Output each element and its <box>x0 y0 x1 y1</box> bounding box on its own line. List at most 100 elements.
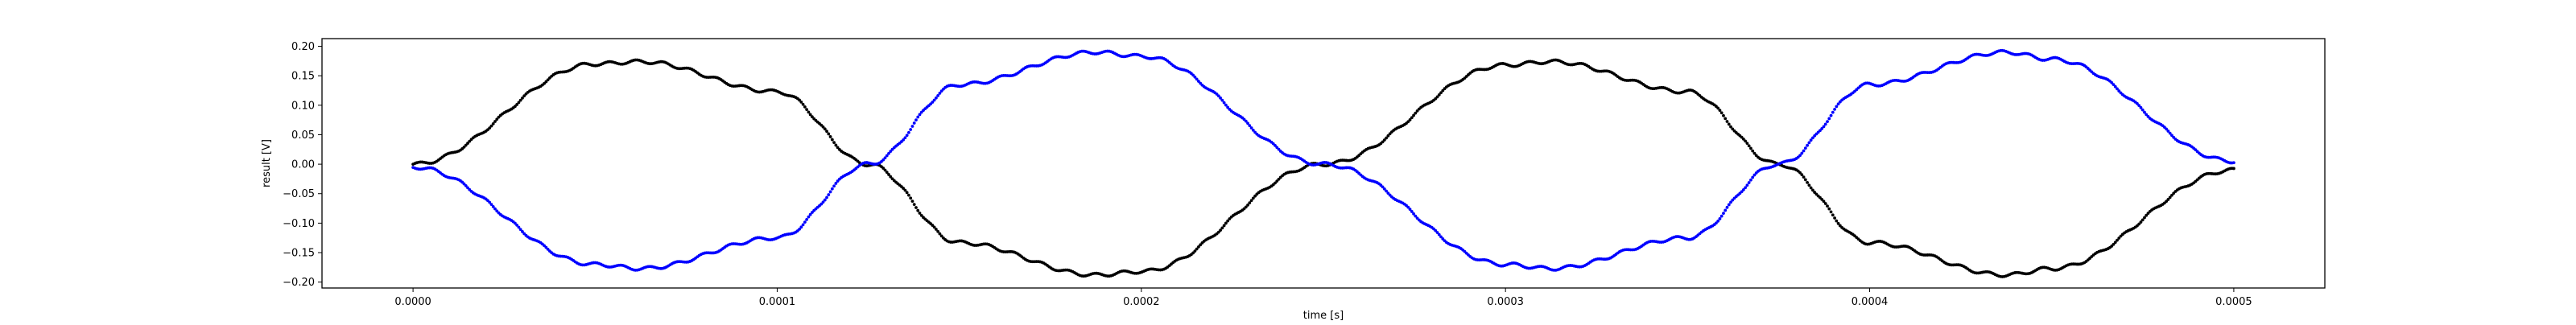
data-point <box>1829 113 1833 117</box>
data-point <box>1800 151 1804 155</box>
data-point <box>1435 95 1439 99</box>
data-point <box>1731 198 1735 202</box>
data-point <box>1741 188 1745 191</box>
data-point <box>1719 214 1724 218</box>
data-point <box>1434 228 1438 232</box>
data-point <box>827 193 831 196</box>
data-point <box>1437 93 1441 97</box>
data-point <box>2113 241 2117 245</box>
data-point <box>2137 222 2141 226</box>
data-point <box>1386 134 1390 138</box>
data-point <box>2112 242 2116 246</box>
data-point <box>830 138 834 142</box>
data-point <box>2165 127 2169 131</box>
data-point <box>1744 139 1748 143</box>
y-tick-label: −0.10 <box>283 218 315 230</box>
data-point <box>1439 235 1443 239</box>
data-point <box>912 121 916 125</box>
data-point <box>1833 107 1836 111</box>
data-point <box>916 208 920 212</box>
data-point <box>830 187 834 191</box>
data-point <box>2143 216 2146 220</box>
data-point <box>1751 149 1755 153</box>
data-point <box>1441 88 1445 93</box>
data-point <box>914 118 918 122</box>
data-point <box>2145 213 2149 217</box>
data-point <box>1253 194 1257 198</box>
data-point <box>1224 221 1228 225</box>
data-point <box>1729 125 1732 129</box>
data-point <box>1216 230 1220 234</box>
data-point <box>1836 102 1840 106</box>
x-tick-label: 0.0001 <box>759 296 796 308</box>
data-point <box>1800 173 1804 177</box>
data-point <box>1820 197 1824 201</box>
data-point <box>1836 221 1840 225</box>
data-point <box>1251 128 1255 132</box>
data-point <box>939 234 943 238</box>
data-point <box>1751 175 1755 179</box>
data-point <box>2166 130 2170 133</box>
data-point <box>801 223 805 227</box>
data-point <box>521 230 524 233</box>
data-point <box>1381 185 1385 189</box>
data-point <box>1744 186 1748 190</box>
data-point <box>1724 117 1728 121</box>
data-point <box>1385 189 1389 193</box>
data-point <box>1248 124 1252 128</box>
data-point <box>932 225 936 229</box>
data-point <box>2137 104 2141 108</box>
data-point <box>881 167 886 170</box>
data-point <box>1274 143 1277 147</box>
data-point <box>1827 117 1831 121</box>
data-point <box>2117 237 2121 240</box>
x-axis-label: time [s] <box>1303 310 1344 322</box>
data-point <box>919 110 923 114</box>
y-tick-label: −0.15 <box>283 248 315 260</box>
data-point <box>1244 205 1248 209</box>
data-point <box>1248 201 1252 205</box>
x-tick-label: 0.0000 <box>394 296 431 308</box>
data-point <box>903 188 907 192</box>
data-point <box>1414 214 1418 218</box>
data-point <box>1386 191 1390 195</box>
data-point <box>931 224 935 227</box>
data-point <box>1193 75 1197 79</box>
data-point <box>518 98 522 102</box>
data-point <box>808 113 812 117</box>
data-point <box>931 101 935 104</box>
data-point <box>936 93 940 97</box>
data-point <box>515 223 519 227</box>
data-point <box>2143 110 2146 114</box>
y-tick-label: 0.10 <box>291 100 315 112</box>
data-point <box>1811 188 1814 192</box>
series-0 <box>411 58 2235 278</box>
y-tick-label: −0.05 <box>283 188 315 200</box>
data-point <box>2165 200 2169 204</box>
data-point <box>1831 213 1835 217</box>
data-point <box>1741 137 1745 141</box>
data-point <box>464 184 468 187</box>
data-point <box>1382 138 1386 142</box>
data-point <box>493 120 497 123</box>
data-point <box>799 225 803 229</box>
data-point <box>1727 122 1731 126</box>
data-point <box>1749 146 1752 150</box>
x-tick-label: 0.0002 <box>1123 296 1160 308</box>
data-point <box>1752 151 1757 155</box>
data-point <box>2232 167 2235 171</box>
data-point <box>819 202 824 206</box>
data-point <box>2168 195 2172 200</box>
data-point <box>1820 127 1824 130</box>
data-point <box>807 110 811 114</box>
data-point <box>2140 108 2145 112</box>
data-point <box>827 132 831 136</box>
data-point <box>462 146 466 149</box>
data-point <box>1381 140 1385 144</box>
data-point <box>1725 205 1729 209</box>
data-point <box>1441 237 1445 241</box>
data-point <box>889 150 893 154</box>
